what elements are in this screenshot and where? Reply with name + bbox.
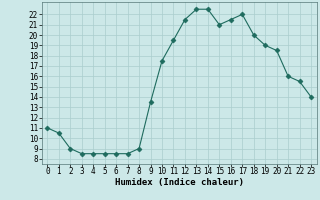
X-axis label: Humidex (Indice chaleur): Humidex (Indice chaleur) — [115, 178, 244, 187]
